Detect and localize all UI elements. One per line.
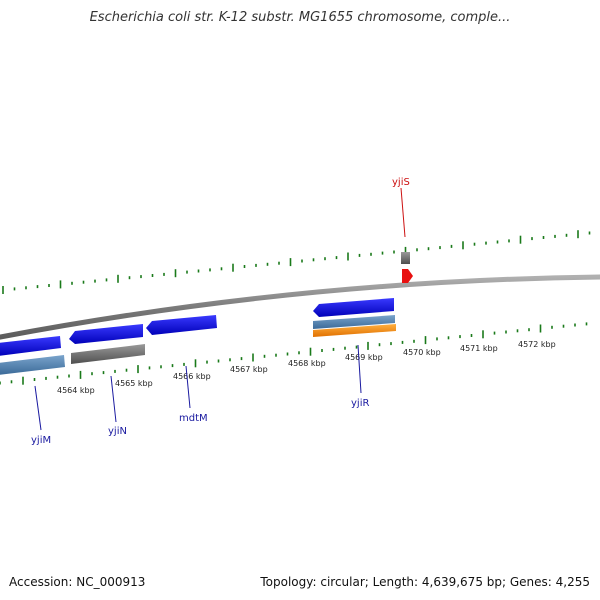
kbp-label: 4569 kbp bbox=[345, 353, 383, 362]
chromosome-backbone bbox=[0, 274, 600, 340]
kbp-label: 4571 kbp bbox=[460, 344, 498, 353]
kbp-label: 4572 kbp bbox=[518, 340, 556, 349]
tick-row-upper bbox=[2, 230, 591, 294]
accession-text: Accession: NC_000913 bbox=[9, 575, 146, 589]
kbp-label: 4564 kbp bbox=[57, 386, 95, 395]
kbp-label: 4568 kbp bbox=[288, 359, 326, 368]
gene-label-yjiM[interactable]: yjiM bbox=[31, 435, 51, 446]
gene-label-yjiN[interactable]: yjiN bbox=[108, 426, 127, 437]
gene-feature-yjiN[interactable] bbox=[71, 344, 145, 364]
feature-track-cds bbox=[0, 298, 394, 356]
map-title: Escherichia coli str. K-12 substr. MG165… bbox=[89, 10, 511, 25]
label-connectors bbox=[34, 187, 406, 431]
cds-feature-left[interactable] bbox=[0, 336, 61, 356]
gene-feature-yjiM[interactable] bbox=[0, 355, 65, 375]
feature-yjiS[interactable] bbox=[401, 252, 413, 283]
gene-feature-yjiR-orange[interactable] bbox=[313, 324, 396, 337]
yjiS-red-arrow bbox=[402, 269, 413, 283]
kbp-label: 4570 kbp bbox=[403, 348, 441, 357]
genome-summary-text: Topology: circular; Length: 4,639,675 bp… bbox=[260, 575, 590, 589]
tick-row-lower bbox=[0, 322, 588, 385]
kbp-label: 4567 kbp bbox=[230, 365, 268, 374]
feature-track-gene bbox=[0, 315, 396, 375]
gene-label-yjiS[interactable]: yjiS bbox=[392, 177, 410, 188]
yjiS-grey-feature bbox=[401, 252, 410, 264]
cds-feature-yjiN[interactable] bbox=[69, 324, 143, 344]
cds-feature-yjiR[interactable] bbox=[313, 298, 394, 317]
gene-label-yjiR[interactable]: yjiR bbox=[351, 398, 369, 409]
gene-label-mdtM[interactable]: mdtM bbox=[179, 413, 208, 424]
gene-labels: yjiM yjiN mdtM yjiR yjiS bbox=[31, 177, 410, 446]
kbp-label: 4566 kbp bbox=[173, 372, 211, 381]
kbp-labels: 4564 kbp 4565 kbp 4566 kbp 4567 kbp 4568… bbox=[57, 340, 556, 395]
gene-feature-yjiR[interactable] bbox=[313, 315, 395, 329]
kbp-label: 4565 kbp bbox=[115, 379, 153, 388]
cds-feature-mdtM[interactable] bbox=[146, 315, 217, 335]
